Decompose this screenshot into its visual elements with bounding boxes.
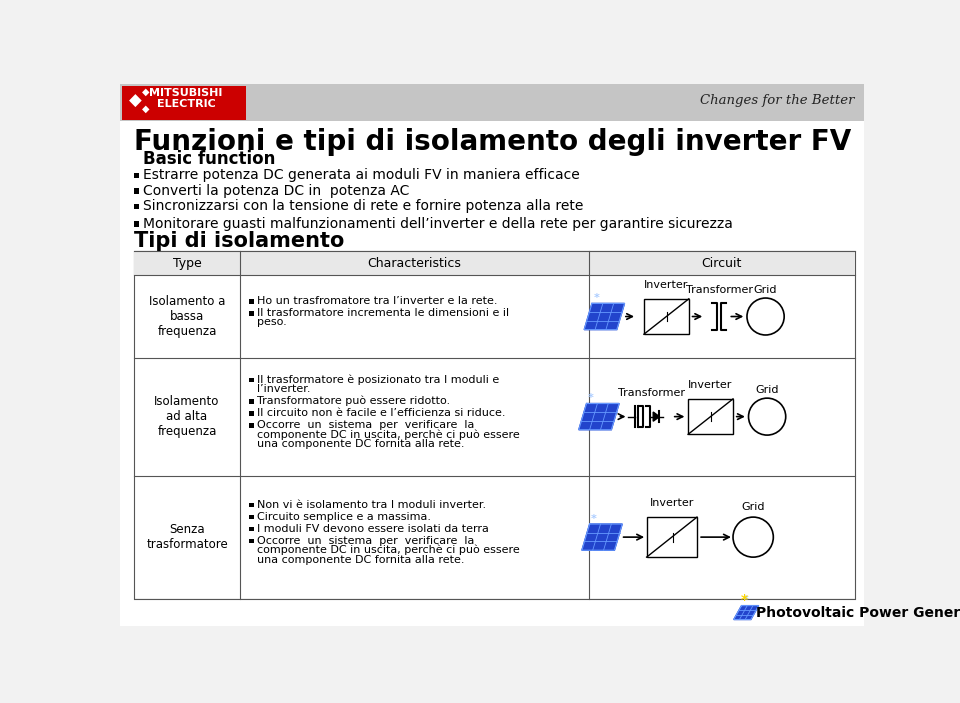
Text: ◆: ◆	[142, 104, 150, 114]
Bar	[250, 423, 254, 427]
Bar	[250, 411, 254, 415]
Bar	[120, 600, 864, 626]
Text: Non vi è isolamento tra I moduli inverter.: Non vi è isolamento tra I moduli inverte…	[257, 500, 487, 510]
Text: Senza
trasformatore: Senza trasformatore	[146, 523, 228, 551]
Text: Estrarre potenza DC generata ai moduli FV in maniera efficace: Estrarre potenza DC generata ai moduli F…	[143, 168, 580, 182]
Text: Inverter: Inverter	[644, 280, 688, 290]
Circle shape	[749, 398, 785, 435]
Bar	[644, 299, 689, 334]
Text: ELECTRIC: ELECTRIC	[156, 98, 215, 108]
Text: Sincronizzarsi con la tensione di rete e fornire potenza alla rete: Sincronizzarsi con la tensione di rete e…	[143, 199, 584, 213]
Text: Ho un trasfromatore tra l’inverter e la rete.: Ho un trasfromatore tra l’inverter e la …	[257, 296, 497, 306]
Text: *: *	[588, 393, 594, 404]
Bar	[250, 503, 254, 508]
Text: Changes for the Better: Changes for the Better	[700, 94, 854, 107]
Text: Converti la potenza DC in  potenza AC: Converti la potenza DC in potenza AC	[143, 183, 410, 198]
Text: Characteristics: Characteristics	[368, 257, 462, 269]
Text: *: *	[741, 593, 748, 607]
Text: una componente DC fornita alla rete.: una componente DC fornita alla rete.	[257, 555, 465, 565]
Text: Funzioni e tipi di isolamento degli inverter FV: Funzioni e tipi di isolamento degli inve…	[134, 128, 852, 156]
Text: MITSUBISHI: MITSUBISHI	[149, 88, 223, 98]
Polygon shape	[582, 524, 622, 550]
Text: Transformatore può essere ridotto.: Transformatore può essere ridotto.	[257, 396, 450, 406]
Bar	[134, 251, 854, 599]
Text: Circuit: Circuit	[702, 257, 742, 269]
Bar	[250, 527, 254, 531]
Bar	[122, 86, 247, 120]
Text: una componente DC fornita alla rete.: una componente DC fornita alla rete.	[257, 439, 465, 449]
Text: Il circuito non è facile e l’efficienza si riduce.: Il circuito non è facile e l’efficienza …	[257, 408, 506, 418]
Bar	[647, 517, 697, 557]
Bar	[134, 221, 139, 227]
Text: peso.: peso.	[257, 318, 287, 328]
Text: I moduli FV devono essere isolati da terra: I moduli FV devono essere isolati da ter…	[257, 524, 489, 534]
Text: Occorre  un  sistema  per  verificare  la: Occorre un sistema per verificare la	[257, 420, 474, 430]
Text: Inverter: Inverter	[650, 498, 694, 508]
Text: ◆: ◆	[130, 91, 142, 110]
Text: l’inverter.: l’inverter.	[257, 384, 311, 394]
Polygon shape	[653, 412, 660, 421]
Circle shape	[747, 298, 784, 335]
Text: Isolamento a
bassa
frequenza: Isolamento a bassa frequenza	[149, 295, 226, 338]
Circle shape	[733, 517, 774, 557]
Text: Photovoltaic Power Generation System: Photovoltaic Power Generation System	[756, 605, 960, 619]
Polygon shape	[733, 606, 758, 619]
Text: ◆: ◆	[142, 87, 150, 97]
Text: Transformer: Transformer	[685, 285, 753, 295]
Text: *: *	[591, 514, 597, 524]
Bar	[134, 251, 854, 276]
Text: Grid: Grid	[741, 503, 765, 512]
Text: Monitorare guasti malfunzionamenti dell’inverter e della rete per garantire sicu: Monitorare guasti malfunzionamenti dell’…	[143, 217, 733, 231]
Bar	[134, 204, 139, 209]
Text: *: *	[593, 293, 599, 303]
Text: Basic function: Basic function	[143, 150, 276, 168]
Text: *: *	[743, 595, 749, 605]
Text: Il trasformatore incrementa le dimensioni e il: Il trasformatore incrementa le dimension…	[257, 308, 510, 318]
Bar	[250, 515, 254, 520]
Text: componente DC in uscita, perchè ci può essere: componente DC in uscita, perchè ci può e…	[257, 545, 520, 555]
Bar	[134, 173, 139, 179]
Text: Transformer: Transformer	[618, 388, 685, 398]
Text: Type: Type	[173, 257, 202, 269]
Text: Isolamento
ad alta
frequenza: Isolamento ad alta frequenza	[155, 395, 220, 438]
Text: Circuito semplice e a massima.: Circuito semplice e a massima.	[257, 512, 431, 522]
Text: Occorre  un  sistema  per  verificare  la: Occorre un sistema per verificare la	[257, 536, 474, 546]
Bar	[120, 84, 864, 122]
Bar	[250, 538, 254, 543]
Bar	[688, 399, 733, 434]
Text: Inverter: Inverter	[688, 380, 732, 390]
Bar	[134, 188, 139, 194]
Bar	[250, 311, 254, 316]
Polygon shape	[585, 304, 625, 330]
Text: Grid: Grid	[754, 285, 778, 295]
Text: Tipi di isolamento: Tipi di isolamento	[134, 231, 345, 251]
Text: componente DC in uscita, perchè ci può essere: componente DC in uscita, perchè ci può e…	[257, 430, 520, 440]
Bar	[250, 299, 254, 304]
Polygon shape	[579, 404, 619, 430]
Text: Il trasformatore è posizionato tra I moduli e: Il trasformatore è posizionato tra I mod…	[257, 374, 499, 385]
Text: Grid: Grid	[756, 385, 779, 395]
Bar	[250, 399, 254, 404]
Bar	[250, 378, 254, 382]
